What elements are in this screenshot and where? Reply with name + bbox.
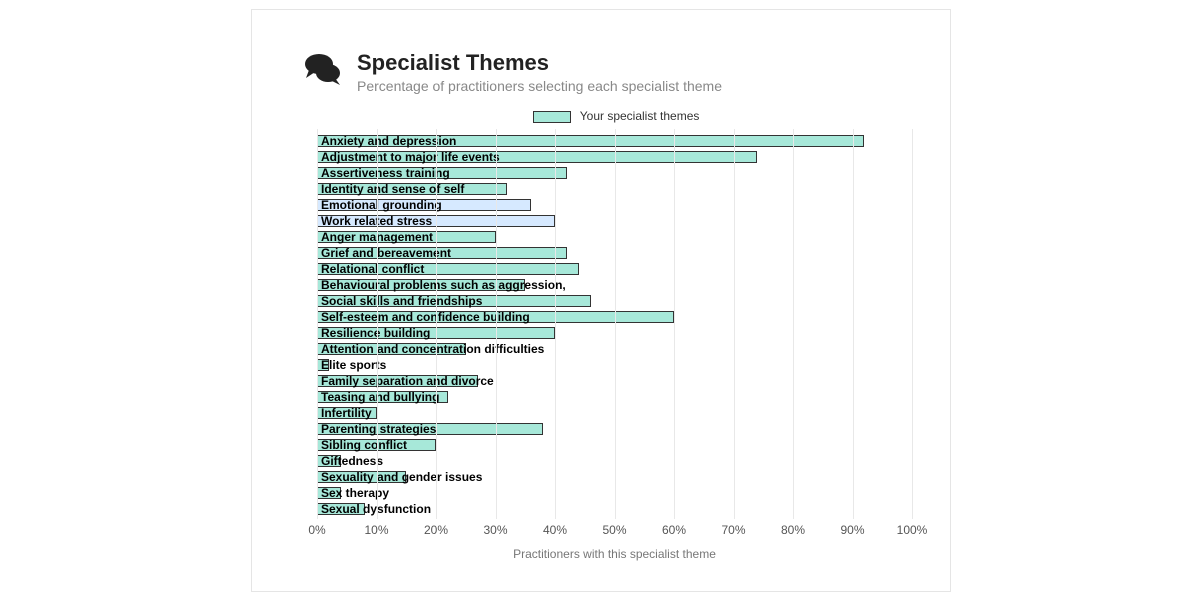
bar-label: Social skills and friendships xyxy=(321,294,482,308)
chart-panel: Specialist Themes Percentage of practiti… xyxy=(251,9,951,592)
bar-label: Infertility xyxy=(321,406,372,420)
xaxis-tick: 90% xyxy=(840,523,864,537)
xaxis-tick: 80% xyxy=(781,523,805,537)
gridline xyxy=(317,129,318,519)
gridline xyxy=(793,129,794,519)
bar-label: Parenting strategies xyxy=(321,422,436,436)
xaxis-tick: 100% xyxy=(897,523,928,537)
header-text: Specialist Themes Percentage of practiti… xyxy=(357,50,722,94)
gridline xyxy=(496,129,497,519)
bar-label: Sex therapy xyxy=(321,486,389,500)
chart-legend: Your specialist themes xyxy=(302,109,930,123)
bar-label: Attention and concentration difficulties xyxy=(321,342,544,356)
gridline xyxy=(436,129,437,519)
xaxis-tick: 60% xyxy=(662,523,686,537)
legend-swatch xyxy=(533,111,571,123)
bar-label: Teasing and bullying xyxy=(321,390,439,404)
gridline xyxy=(734,129,735,519)
xaxis-tick: 30% xyxy=(483,523,507,537)
gridline xyxy=(377,129,378,519)
panel-header: Specialist Themes Percentage of practiti… xyxy=(302,50,930,94)
bar-label: Grief and bereavement xyxy=(321,246,451,260)
chart-plot: Anxiety and depressionAdjustment to majo… xyxy=(317,129,912,519)
xaxis-tick: 20% xyxy=(424,523,448,537)
bar-label: Relational conflict xyxy=(321,262,424,276)
chart: Anxiety and depressionAdjustment to majo… xyxy=(302,129,930,561)
bar-label: Emotional grounding xyxy=(321,198,442,212)
bar-label: Behavioural problems such as aggression, xyxy=(321,278,566,292)
panel-title: Specialist Themes xyxy=(357,50,722,76)
xaxis-tick: 0% xyxy=(308,523,325,537)
bar-label: Assertiveness training xyxy=(321,166,450,180)
bar-label: Adjustment to major life events xyxy=(321,150,500,164)
xaxis-tick: 50% xyxy=(602,523,626,537)
chart-xlabel: Practitioners with this specialist theme xyxy=(317,547,912,561)
gridline xyxy=(912,129,913,519)
xaxis-tick: 10% xyxy=(364,523,388,537)
gridline xyxy=(674,129,675,519)
panel-subtitle: Percentage of practitioners selecting ea… xyxy=(357,78,722,94)
comments-icon xyxy=(302,50,342,90)
bar-label: Self-esteem and confidence building xyxy=(321,310,530,324)
gridline xyxy=(615,129,616,519)
gridline xyxy=(555,129,556,519)
bar-label: Sibling conflict xyxy=(321,438,407,452)
bar-label: Sexuality and gender issues xyxy=(321,470,482,484)
chart-xaxis: 0%10%20%30%40%50%60%70%80%90%100% xyxy=(317,523,912,541)
xaxis-tick: 40% xyxy=(543,523,567,537)
xaxis-tick: 70% xyxy=(721,523,745,537)
bar-label: Family separation and divorce xyxy=(321,374,494,388)
bar-label: Identity and sense of self xyxy=(321,182,464,196)
legend-label: Your specialist themes xyxy=(580,109,700,123)
gridline xyxy=(853,129,854,519)
bar-label: Giftedness xyxy=(321,454,383,468)
